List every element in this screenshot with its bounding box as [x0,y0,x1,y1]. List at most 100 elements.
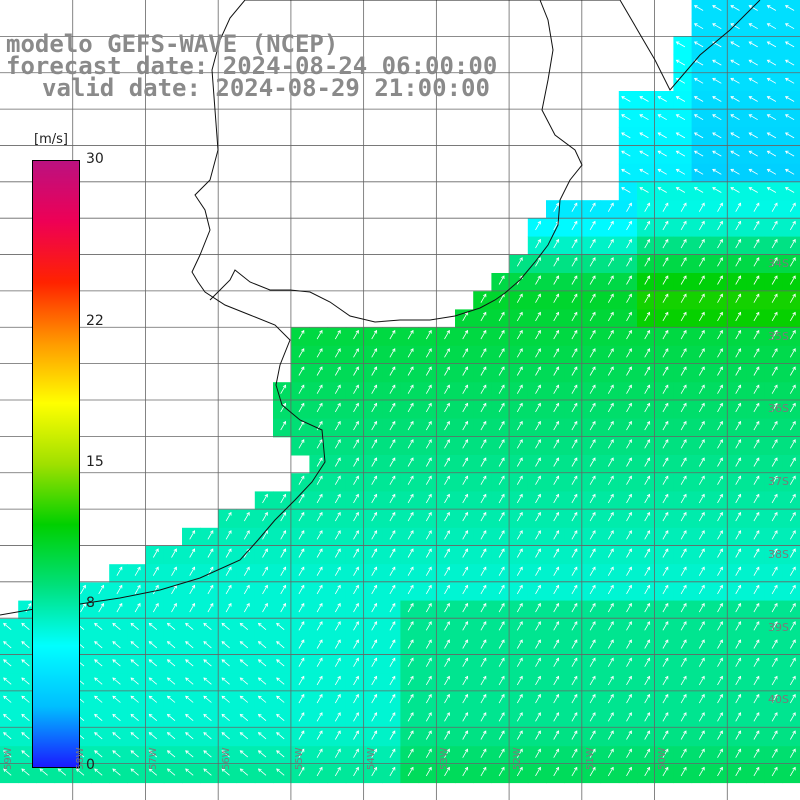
wind-arrow-head [737,202,742,207]
wind-arrow-head [410,730,414,735]
wind-arrow-head [756,293,760,298]
wind-arrow [553,621,559,631]
wind-arrow [535,585,541,595]
wind-arrow [480,530,487,540]
wind-arrow-head [185,768,189,772]
wind-arrow-head [21,622,25,627]
wind-arrow-head [519,548,523,553]
wind-arrow-head [21,732,25,736]
wind-arrow-head [428,420,432,425]
wind-arrow [626,366,632,376]
wind-arrow [680,366,687,376]
wind-arrow [371,421,377,431]
wind-arrow-head [646,348,651,352]
wind-arrow-head [683,584,687,589]
wind-arrow [589,603,596,613]
wind-arrow-head [737,457,742,462]
wind-arrow [298,567,305,576]
wind-arrow-head [464,439,469,443]
wind-arrow-head [756,329,760,334]
wind-arrow-head [501,511,505,516]
wind-arrow [789,749,796,758]
wind-arrow-head [592,675,596,680]
wind-arrow-head [646,748,651,753]
wind-arrow-head [646,402,651,407]
wind-arrow-head [766,77,771,82]
wind-arrow-head [319,548,323,553]
wind-arrow-head [257,695,262,700]
wind-arrow-head [574,439,578,443]
wind-arrow [789,494,796,504]
wind-arrow-head [792,693,796,698]
wind-arrow-head [392,657,396,662]
wind-arrow [353,439,359,449]
wind-arrow [480,366,487,376]
wind-arrow [589,385,596,394]
wind-arrow [535,712,541,722]
wind-arrow-head [748,5,753,9]
wind-arrow [571,294,578,303]
title-model: modelo GEFS-WAVE (NCEP) [6,30,339,58]
wind-arrow [353,530,359,540]
wind-arrow-head [756,766,760,771]
wind-arrow [389,476,396,485]
wind-arrow [789,476,796,485]
wind-arrow [407,330,414,340]
wind-arrow-head [410,420,414,425]
wind-arrow [276,732,285,740]
wind-arrow-head [756,530,760,534]
wind-arrow-head [282,511,287,516]
wind-arrow [535,676,541,686]
wind-arrow-head [373,511,378,516]
wind-arrow [753,730,760,740]
wind-arrow [334,476,341,485]
wind-arrow [589,730,596,740]
wind-arrow [262,585,268,595]
wind-arrow-head [483,584,487,589]
wind-arrow-head [373,748,378,753]
wind-arrow-head [148,695,153,700]
wind-arrow-head [657,168,662,173]
wind-arrow [371,476,377,485]
wind-arrow-head [94,659,98,663]
wind-arrow-head [319,493,323,498]
wind-arrow [571,603,578,613]
wind-arrow-head [355,584,359,589]
wind-arrow-head [665,420,669,425]
wind-arrow [644,530,650,540]
wind-arrow [789,603,796,613]
wind-arrow [130,750,139,758]
wind-arrow-head [646,311,651,316]
wind-arrow-head [276,713,280,718]
wind-arrow-head [683,766,687,771]
wind-arrow-head [792,511,796,516]
wind-arrow [767,187,777,193]
wind-arrow [717,639,723,649]
wind-arrow [316,494,323,504]
wind-arrow [698,476,705,485]
wind-arrow [676,41,686,48]
wind-arrow-head [774,457,778,462]
wind-arrow-head [319,329,323,334]
wind-arrow [298,676,305,686]
wind-arrow-head [21,768,25,772]
wind-arrow-head [501,439,505,443]
wind-arrow-head [130,659,135,663]
wind-arrow-head [301,566,305,571]
wind-arrow-head [392,675,396,680]
title-forecast-date: forecast date: 2024-08-24 06:00:00 [6,52,498,80]
wind-arrow-head [683,712,687,716]
wind-arrow-head [675,59,680,63]
wind-arrow-head [665,475,669,480]
wind-arrow-head [701,475,705,480]
wind-arrow [676,132,686,139]
wind-arrow [280,385,286,394]
wind-arrow [644,275,650,285]
wind-arrow-head [774,693,778,698]
wind-arrow-head [592,621,596,625]
wind-arrow [694,169,704,175]
wind-arrow [207,548,214,558]
wind-arrow [371,330,377,340]
wind-arrow-head [519,712,523,716]
wind-arrow [316,348,323,358]
